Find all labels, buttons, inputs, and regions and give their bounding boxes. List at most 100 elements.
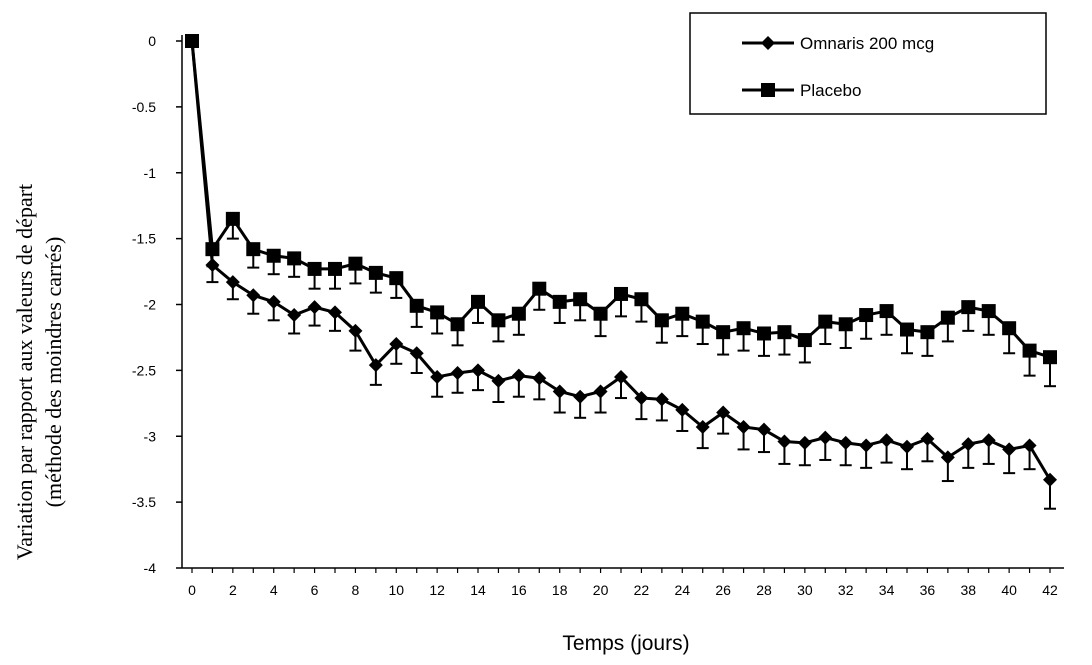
square-marker [287, 251, 302, 266]
x-tick-label: 2 [229, 582, 237, 598]
y-tick-label: -3.5 [132, 494, 156, 510]
square-marker [430, 305, 445, 320]
legend-square-icon [761, 83, 775, 97]
diamond-marker [491, 373, 506, 388]
square-marker [797, 333, 812, 348]
x-tick-label: 42 [1042, 582, 1058, 598]
diamond-marker [450, 366, 465, 381]
diamond-marker [409, 346, 424, 361]
square-marker [328, 261, 342, 276]
x-tick-label: 32 [838, 582, 854, 598]
diamond-marker [593, 384, 608, 399]
y-tick-label: -4 [144, 560, 157, 576]
square-marker [573, 292, 588, 307]
square-marker [981, 304, 996, 319]
square-marker [246, 242, 261, 257]
x-tick-label: 6 [311, 582, 319, 598]
y-tick-label: 0 [148, 33, 156, 49]
square-marker [593, 306, 608, 321]
square-marker [225, 211, 240, 226]
x-tick-label: 10 [388, 582, 404, 598]
diamond-marker [634, 391, 649, 406]
square-marker [368, 265, 383, 280]
square-marker [552, 294, 567, 309]
x-tick-label: 40 [1001, 582, 1017, 598]
square-marker [757, 326, 771, 341]
square-marker [1002, 321, 1017, 336]
diamond-marker [1022, 438, 1037, 453]
diamond-marker [511, 368, 526, 383]
square-marker [307, 261, 322, 276]
x-tick-label: 28 [756, 582, 772, 598]
square-marker [654, 313, 669, 328]
square-marker [614, 286, 628, 301]
diamond-marker [368, 358, 383, 373]
square-marker [920, 325, 935, 340]
diamond-marker [430, 369, 445, 384]
diamond-marker [532, 371, 547, 386]
square-marker [1043, 350, 1057, 365]
diamond-marker [307, 300, 322, 315]
x-axis-title: Temps (jours) [562, 632, 689, 655]
x-tick-label: 22 [634, 582, 650, 598]
square-marker [491, 313, 506, 328]
square-marker [409, 298, 424, 313]
x-tick-label: 4 [270, 582, 278, 598]
legend-box [689, 12, 1047, 115]
diamond-marker [920, 431, 935, 446]
x-tick-label: 30 [797, 582, 813, 598]
y-tick-label: -3 [144, 428, 157, 444]
x-tick-label: 38 [960, 582, 976, 598]
x-tick-label: 18 [552, 582, 568, 598]
diamond-marker [266, 294, 281, 309]
diamond-marker [573, 389, 588, 404]
diamond-marker [981, 433, 996, 448]
square-marker [940, 310, 955, 325]
square-marker [205, 242, 220, 257]
diamond-marker [797, 435, 812, 450]
square-marker [1022, 343, 1037, 358]
diamond-marker [777, 434, 792, 449]
diamond-marker [287, 308, 302, 323]
x-tick-label: 12 [429, 582, 445, 598]
y-axis-title-line-1: Variation par rapport aux valeurs de dép… [12, 184, 37, 560]
x-tick-label: 16 [511, 582, 527, 598]
diamond-marker [1043, 472, 1057, 487]
square-marker [471, 294, 485, 309]
diamond-marker [716, 405, 731, 420]
diamond-marker [1002, 442, 1017, 457]
square-marker [859, 308, 874, 323]
square-marker [185, 34, 199, 48]
diamond-marker [389, 337, 404, 352]
square-marker [838, 317, 853, 332]
legend-diamond-icon [761, 36, 775, 50]
square-marker [879, 304, 894, 319]
x-tick-label: 34 [879, 582, 895, 598]
diamond-marker [859, 438, 874, 453]
square-marker [961, 300, 976, 315]
x-tick-label: 26 [715, 582, 731, 598]
diamond-marker [940, 450, 955, 465]
x-tick-label: 0 [188, 582, 196, 598]
x-tick-label: 36 [920, 582, 936, 598]
x-tick-label: 8 [352, 582, 360, 598]
diamond-marker [552, 384, 567, 399]
diamond-marker [757, 422, 771, 437]
square-marker [532, 281, 547, 296]
square-marker [348, 256, 363, 271]
x-tick-label: 20 [593, 582, 609, 598]
y-tick-label: -0.5 [132, 99, 156, 115]
diamond-marker [225, 275, 240, 290]
y-tick-label: -1.5 [132, 231, 156, 247]
square-marker [634, 292, 649, 307]
diamond-marker [471, 363, 485, 378]
square-marker [675, 306, 690, 321]
square-marker [716, 325, 731, 340]
diamond-marker [614, 369, 628, 384]
x-tick-label: 14 [470, 582, 486, 598]
square-marker [777, 325, 792, 340]
diamond-marker [961, 437, 976, 452]
legend: Omnaris 200 mcg Placebo [689, 12, 1047, 115]
